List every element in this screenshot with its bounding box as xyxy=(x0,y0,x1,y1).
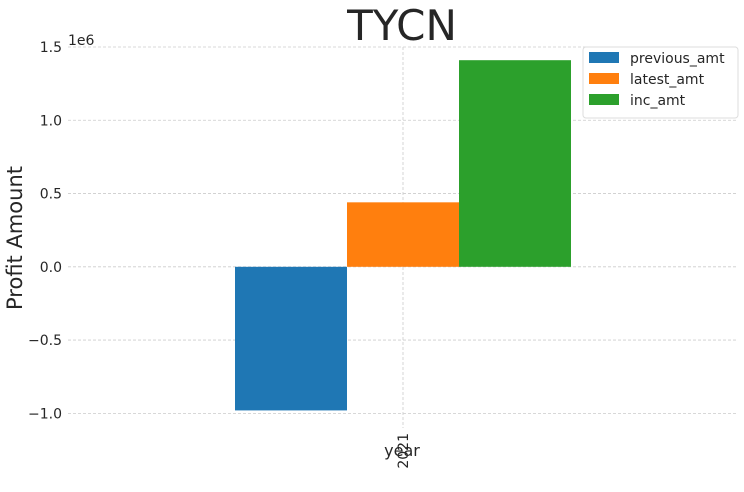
legend-swatch xyxy=(589,94,619,105)
bar-previous-amt xyxy=(235,266,347,411)
bars xyxy=(235,60,571,411)
legend-label: previous_amt xyxy=(630,51,725,67)
legend-label: inc_amt xyxy=(630,93,686,109)
y-axis-label: Profit Amount xyxy=(3,166,27,310)
bar-inc-amt xyxy=(459,60,571,267)
y-scale-label: 1e6 xyxy=(68,33,95,49)
legend: previous_amt latest_amt inc_amt xyxy=(582,46,739,119)
x-tick-label: 2021 xyxy=(396,433,412,469)
legend-swatch xyxy=(589,73,619,84)
y-tick-label: −1.0 xyxy=(28,406,62,422)
y-tick-label: 1.5 xyxy=(40,40,62,56)
chart-title: TYCN xyxy=(346,1,457,50)
grid xyxy=(68,46,738,428)
x-tick-labels: 2021 xyxy=(396,433,412,469)
legend-box xyxy=(582,46,739,119)
y-tick-label: 1.0 xyxy=(40,113,62,129)
legend-label: latest_amt xyxy=(630,72,705,88)
y-tick-label: 0.5 xyxy=(40,187,62,203)
legend-swatch xyxy=(589,52,619,63)
y-tick-label: −0.5 xyxy=(28,333,62,349)
bar-latest-amt xyxy=(347,202,459,267)
y-tick-labels: −1.0 −0.5 0.0 0.5 1.0 1.5 xyxy=(28,40,62,422)
y-tick-label: 0.0 xyxy=(40,260,62,276)
x-axis-label: year xyxy=(384,441,420,460)
